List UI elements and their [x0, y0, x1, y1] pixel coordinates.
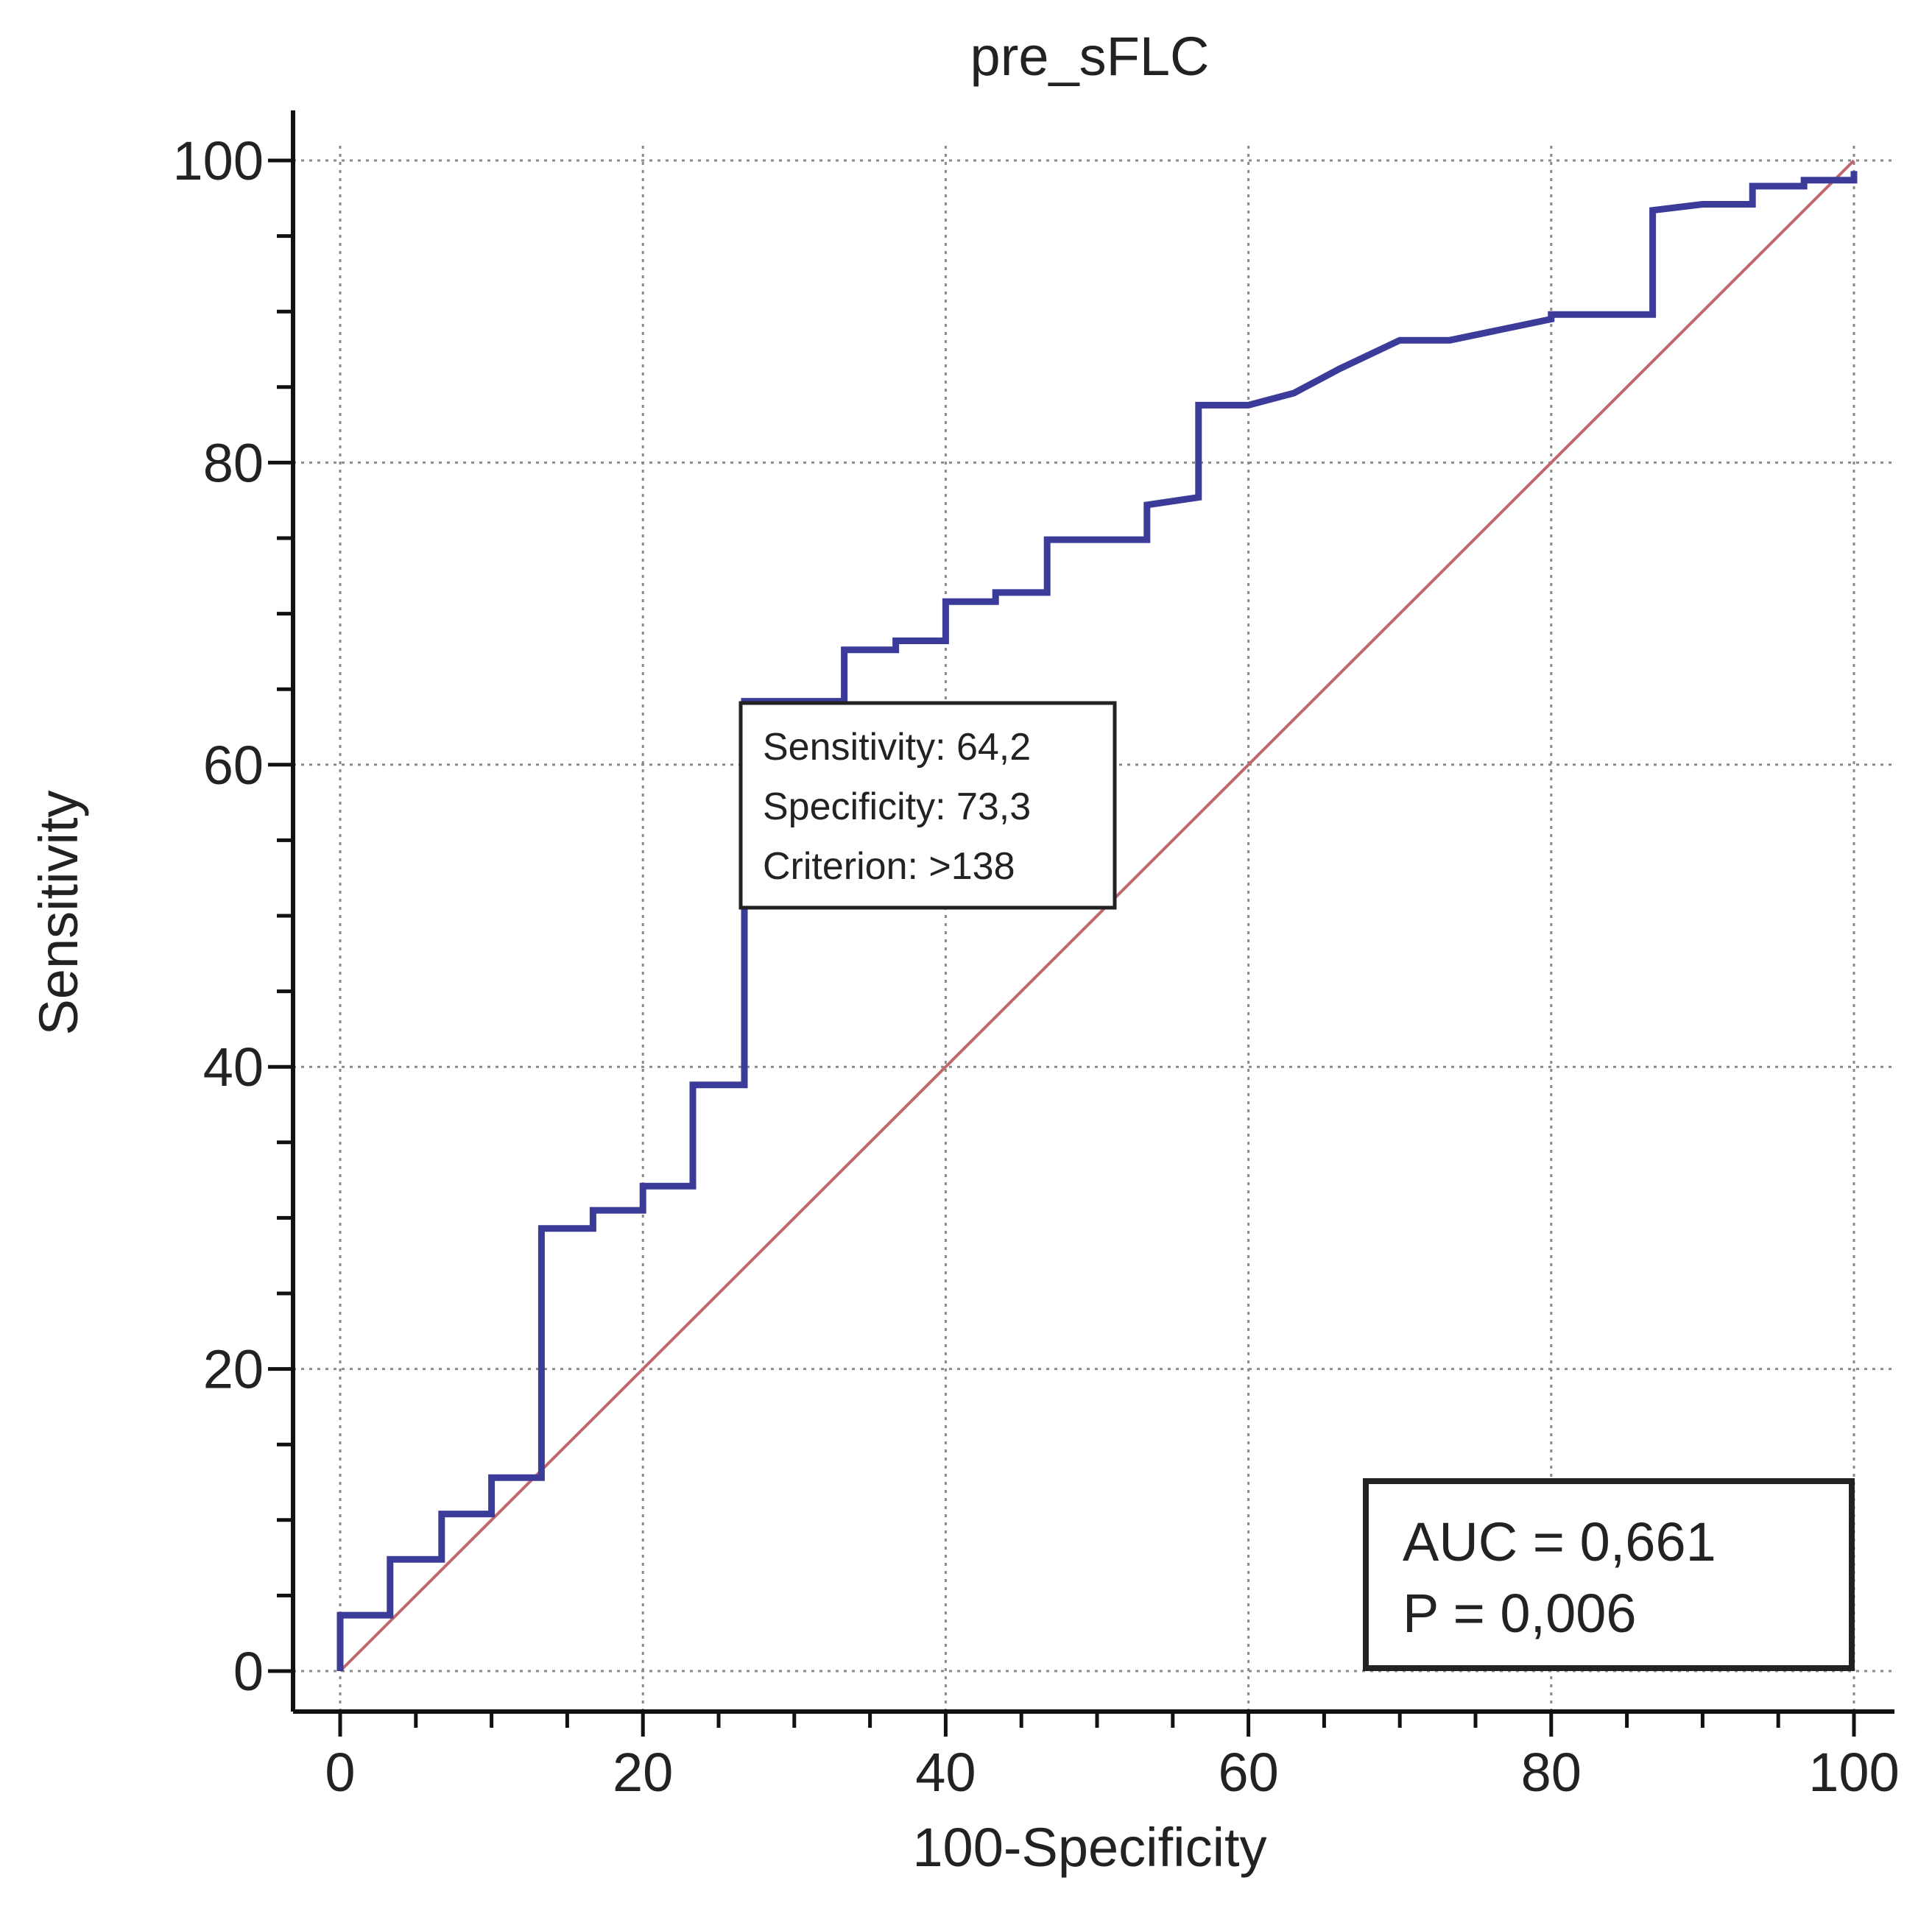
- annotation-criterion: Criterion: >138: [763, 845, 1015, 888]
- auc-stats-box: AUC = 0,661 P = 0,006: [1363, 1478, 1855, 1671]
- cutoff-annotation: Sensitivity: 64,2 Specificity: 73,3 Crit…: [738, 701, 1117, 910]
- x-tick-label: 0: [325, 1742, 355, 1803]
- y-tick-label: 20: [203, 1339, 264, 1400]
- y-tick-label: 80: [203, 432, 264, 493]
- y-tick-label: 0: [233, 1641, 264, 1702]
- x-tick-label: 20: [613, 1742, 673, 1803]
- reference-line-group: [339, 159, 1855, 1673]
- x-tick-label: 80: [1521, 1742, 1582, 1803]
- x-tick-label: 100: [1808, 1742, 1899, 1803]
- roc-curve-group: [336, 171, 1858, 1671]
- x-axis-label: 100-Specificity: [912, 1817, 1266, 1878]
- reference-line: [339, 159, 1855, 1673]
- stats-box-frame: [1363, 1478, 1855, 1671]
- p-value: P = 0,006: [1403, 1583, 1637, 1644]
- annotation-specificity: Specificity: 73,3: [763, 785, 1031, 828]
- y-axis-ticks: 0 20 40 60 80 100: [173, 130, 293, 1702]
- auc-value: AUC = 0,661: [1403, 1511, 1716, 1572]
- y-axis-label: Sensitivity: [28, 790, 89, 1035]
- y-tick-label: 100: [173, 130, 264, 191]
- chart-title: pre_sFLC: [970, 26, 1210, 87]
- x-axis-ticks: 0 20 40 60 80 100: [325, 1712, 1900, 1803]
- annotation-box: [738, 701, 1117, 910]
- x-tick-label: 40: [915, 1742, 976, 1803]
- y-tick-label: 60: [203, 735, 264, 796]
- x-tick-label: 60: [1218, 1742, 1278, 1803]
- annotation-sensitivity: Sensitivity: 64,2: [763, 726, 1031, 769]
- y-tick-label: 40: [203, 1037, 264, 1098]
- roc-curve: [336, 171, 1858, 1671]
